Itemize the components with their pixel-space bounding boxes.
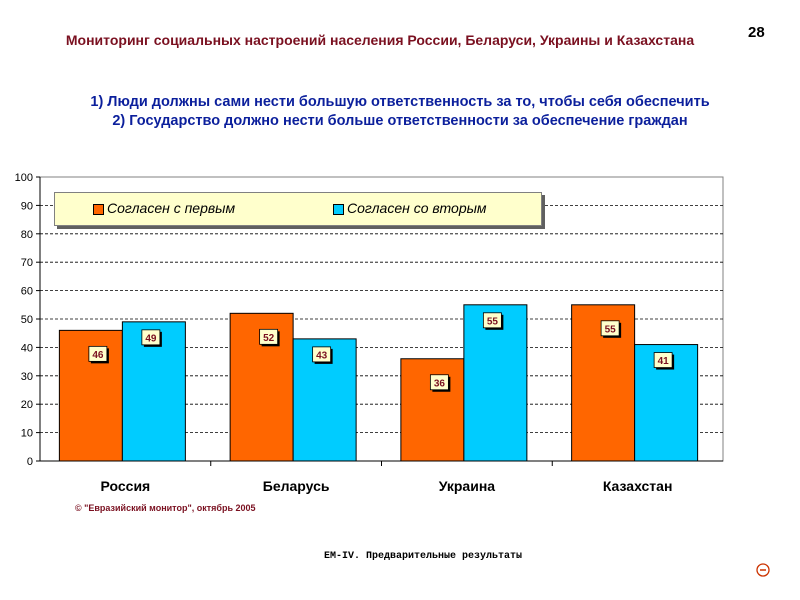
header-title: Мониторинг социальных настроений населен… xyxy=(65,32,695,48)
data-label: 55 xyxy=(487,316,499,327)
data-label: 41 xyxy=(658,356,670,367)
chart-legend: Согласен с первым Согласен со вторым xyxy=(54,192,542,226)
data-label-box xyxy=(312,346,332,363)
data-label-box xyxy=(88,345,108,362)
y-tick-label: 70 xyxy=(21,257,33,269)
minus-circle-icon[interactable] xyxy=(756,563,770,577)
y-tick-label: 0 xyxy=(27,456,33,468)
bar xyxy=(400,358,465,462)
legend-swatch-series-1 xyxy=(93,203,104,215)
data-label: 49 xyxy=(145,333,157,344)
data-label-box xyxy=(653,352,673,368)
x-tick-label: Беларусь xyxy=(263,478,330,494)
data-label-box xyxy=(600,320,620,337)
y-tick-label: 10 xyxy=(21,428,33,440)
subtitle-line-1: 1) Люди должны сами нести большую ответс… xyxy=(90,94,710,110)
x-tick-label: Украина xyxy=(439,478,496,494)
legend-label-series-2: Согласен со вторым xyxy=(347,200,487,216)
subtitle-line-2: 2) Государство должно нести больше ответ… xyxy=(112,113,688,129)
source-note: © "Евразийский монитор", октябрь 2005 xyxy=(75,503,256,513)
y-tick-label: 80 xyxy=(21,229,33,241)
data-label-box xyxy=(482,312,502,329)
y-tick-label: 50 xyxy=(21,314,33,326)
legend-label-series-1: Согласен с первым xyxy=(107,200,236,216)
y-tick-label: 60 xyxy=(21,286,33,298)
footer-text: EM-IV. Предварительные результаты xyxy=(323,551,523,562)
legend-swatch-series-2 xyxy=(333,203,344,215)
legend-item-series-1: Согласен с первым xyxy=(93,200,235,216)
data-label: 36 xyxy=(434,378,446,389)
x-tick-label: Россия xyxy=(101,478,151,494)
data-label: 43 xyxy=(316,350,328,361)
data-label: 55 xyxy=(605,324,617,335)
data-label-box xyxy=(429,374,449,391)
x-tick-label: Казахстан xyxy=(603,478,673,494)
y-tick-label: 30 xyxy=(21,371,33,383)
legend-item-series-2: Согласен со вторым xyxy=(333,200,487,216)
data-label-box xyxy=(259,328,279,345)
data-label: 52 xyxy=(263,333,275,344)
y-tick-label: 100 xyxy=(15,172,33,184)
data-label-box xyxy=(141,329,161,346)
y-tick-label: 90 xyxy=(21,200,33,212)
y-tick-label: 40 xyxy=(21,342,33,354)
data-label: 46 xyxy=(92,350,104,361)
bar xyxy=(463,304,528,462)
y-tick-label: 20 xyxy=(21,399,33,411)
page-number: 28 xyxy=(748,24,765,41)
